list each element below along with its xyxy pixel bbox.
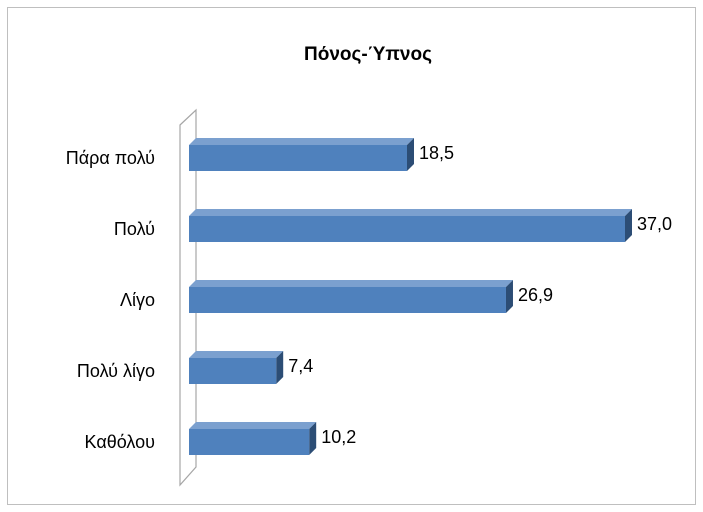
category-label: Λίγο <box>120 290 155 310</box>
bar <box>189 287 506 313</box>
value-label: 7,4 <box>288 356 313 376</box>
bar-top <box>189 209 632 216</box>
value-label: 10,2 <box>321 427 356 447</box>
category-label: Καθόλου <box>85 432 155 452</box>
bar-side <box>309 422 317 455</box>
bar-side <box>625 209 632 242</box>
back-wall <box>179 108 197 487</box>
chart-title: Πόνος-Ύπνος <box>304 44 432 65</box>
bar <box>189 429 310 455</box>
bar-side <box>276 351 284 384</box>
bar <box>189 145 407 171</box>
category-label: Πολύ <box>114 219 155 239</box>
chart-border <box>7 7 696 505</box>
value-label: 26,9 <box>518 285 553 305</box>
bar-top <box>189 422 317 429</box>
bar-top <box>189 280 513 287</box>
bar-top <box>189 351 284 358</box>
bar-side <box>505 280 513 313</box>
value-label: 18,5 <box>419 143 454 163</box>
bar <box>189 216 625 242</box>
category-label: Πάρα πολύ <box>66 148 155 168</box>
bar-top <box>189 138 414 145</box>
value-label: 37,0 <box>637 214 672 234</box>
bar-side <box>407 138 414 171</box>
bar <box>189 358 277 384</box>
category-label: Πολύ λίγο <box>77 361 155 381</box>
